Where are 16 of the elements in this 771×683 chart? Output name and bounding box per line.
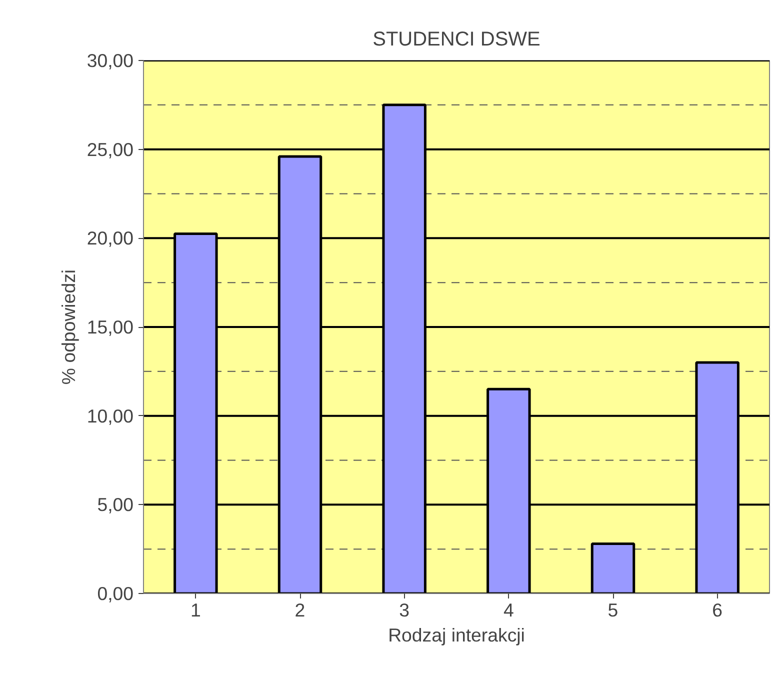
y-tick-label: 15,00	[86, 316, 134, 338]
y-tick-label: 5,00	[97, 494, 134, 516]
y-tick-label: 25,00	[86, 138, 134, 160]
x-tick-label: 4	[503, 600, 514, 620]
y-tick-label: 20,00	[86, 228, 134, 249]
x-tick-label: 6	[712, 600, 723, 620]
x-tick-label: 5	[608, 600, 618, 620]
x-tick-label: 1	[190, 600, 201, 620]
x-tick-label: 2	[294, 600, 306, 620]
y-tick-label: 30,00	[86, 50, 134, 71]
y-tick-label: 0,00	[97, 583, 134, 604]
y-axis-title: % odpowiedzi	[58, 269, 79, 385]
x-axis-title: Rodzaj interakcji	[388, 624, 525, 646]
y-tick-label: 10,00	[86, 405, 134, 426]
x-tick-label: 3	[399, 600, 410, 620]
chart-title: STUDENCI DSWE	[372, 28, 540, 50]
